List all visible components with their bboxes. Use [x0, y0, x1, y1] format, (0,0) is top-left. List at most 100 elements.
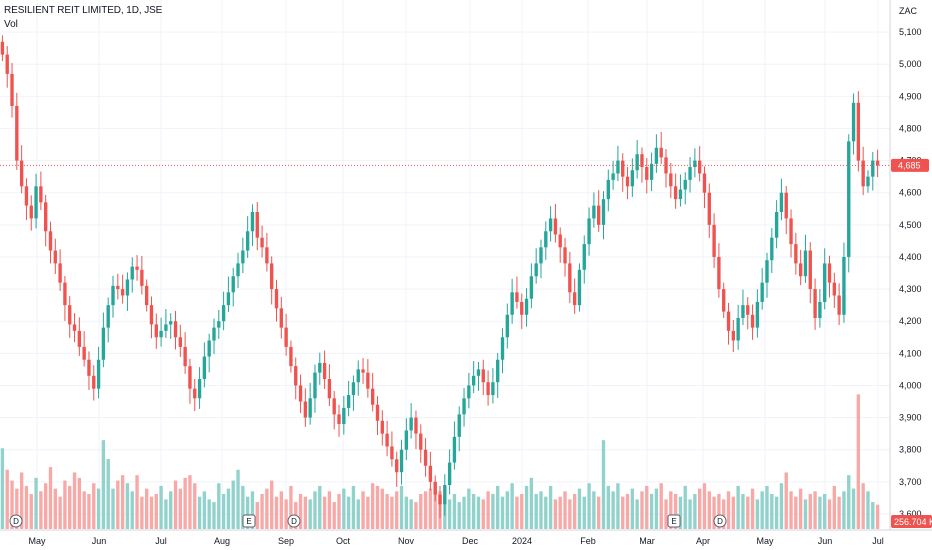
price-axis[interactable]: 5,1005,0004,9004,8004,7004,6004,5004,400…: [899, 27, 922, 519]
volume-bar: [486, 491, 490, 529]
volume-bar: [390, 496, 394, 529]
candle-body: [457, 414, 461, 437]
candle-body: [726, 311, 731, 331]
volume-bar: [625, 494, 630, 529]
candle-body: [356, 369, 360, 383]
candle-body: [15, 106, 19, 161]
candle-body: [486, 382, 490, 396]
volume-bar: [101, 440, 106, 529]
candle-body: [226, 292, 231, 306]
candle-body: [250, 212, 255, 232]
volume-bar: [322, 496, 327, 529]
volume-bar: [717, 494, 721, 529]
candle-body: [765, 260, 769, 283]
volume-bar: [770, 494, 774, 529]
candle-body: [111, 285, 115, 306]
candle-body: [693, 160, 697, 168]
volume-bar: [342, 488, 346, 529]
volume-bar: [587, 483, 591, 529]
time-tick-label: Apr: [696, 536, 710, 546]
candle-body: [135, 266, 139, 270]
volume-bar: [159, 485, 163, 529]
volume-bar: [63, 480, 67, 529]
candle-body: [298, 385, 303, 402]
time-tick-label: Oct: [336, 536, 351, 546]
candles: [0, 35, 880, 519]
candle-body: [438, 494, 442, 505]
candle-body: [471, 375, 476, 386]
candle-body: [303, 401, 308, 418]
candle-body: [385, 433, 389, 447]
candle-body: [96, 359, 101, 389]
volume-bar: [741, 494, 745, 529]
candle-body: [529, 276, 534, 299]
candle-body: [346, 395, 351, 408]
candle-body: [39, 186, 43, 203]
volume-bar: [236, 469, 240, 529]
candle-body: [702, 173, 707, 193]
volume-bar: [140, 496, 144, 529]
volume-bar: [58, 496, 62, 529]
volume-bar: [193, 483, 197, 529]
candle-body: [717, 256, 721, 290]
volume-bar: [428, 488, 433, 529]
volume-bar: [544, 496, 548, 529]
candle-body: [856, 102, 861, 161]
volume-bar: [707, 491, 711, 529]
volume-bar: [606, 485, 610, 529]
volume-bar: [274, 496, 279, 529]
candle-body: [245, 231, 250, 251]
time-axis[interactable]: May Jun Jul Aug Sep Oct Nov Dec 2024 Feb Mar Apr May…: [28, 536, 883, 546]
volume-bar: [173, 480, 178, 529]
candle-body: [750, 314, 755, 328]
time-tick-label: 2024: [512, 536, 532, 546]
volume-bar: [664, 499, 668, 529]
symbol-title[interactable]: RESILIENT REIT LIMITED, 1D, JSE: [4, 5, 163, 16]
candle-body: [241, 250, 245, 264]
volume-bar: [871, 502, 875, 529]
candle-body: [842, 256, 846, 315]
candle-body: [409, 417, 413, 431]
volume-bar: [116, 480, 120, 529]
volume-bar: [404, 496, 409, 529]
volume-bar: [736, 485, 740, 529]
candle-body: [649, 163, 654, 180]
candle-body: [683, 179, 687, 190]
earnings-label: E: [246, 517, 251, 526]
earnings-marker: [667, 514, 681, 528]
candle-body: [871, 160, 875, 177]
volume-bar: [270, 480, 274, 529]
candle-body: [63, 282, 67, 306]
price-tick-label: 4,000: [899, 380, 922, 390]
candle-body: [72, 324, 77, 331]
volume-bar: [697, 488, 702, 529]
volume-bar: [683, 485, 687, 529]
candle-body: [5, 54, 9, 74]
volume-bar: [39, 491, 43, 529]
volume-bar: [178, 488, 183, 529]
candle-body: [520, 301, 524, 315]
candle-body: [58, 263, 62, 283]
price-tick-label: 5,100: [899, 27, 922, 37]
volume-bar: [260, 494, 264, 529]
candle-body: [149, 305, 154, 325]
candle-body: [774, 212, 779, 238]
volume-bar: [856, 394, 861, 529]
volume-bar: [447, 499, 452, 529]
volume-bar: [616, 483, 620, 529]
candle-body: [592, 205, 596, 219]
volume-bar: [419, 494, 423, 529]
volume-bar: [433, 485, 437, 529]
dividend-label: D: [291, 517, 297, 526]
volume-bar: [611, 491, 615, 529]
volume-legend[interactable]: Vol: [4, 19, 18, 30]
candle-body: [875, 160, 880, 166]
candle-body: [169, 321, 173, 325]
volume-bar: [563, 491, 567, 529]
candle-body: [736, 318, 740, 341]
volume-bar: [135, 475, 139, 529]
candle-body: [284, 327, 288, 347]
